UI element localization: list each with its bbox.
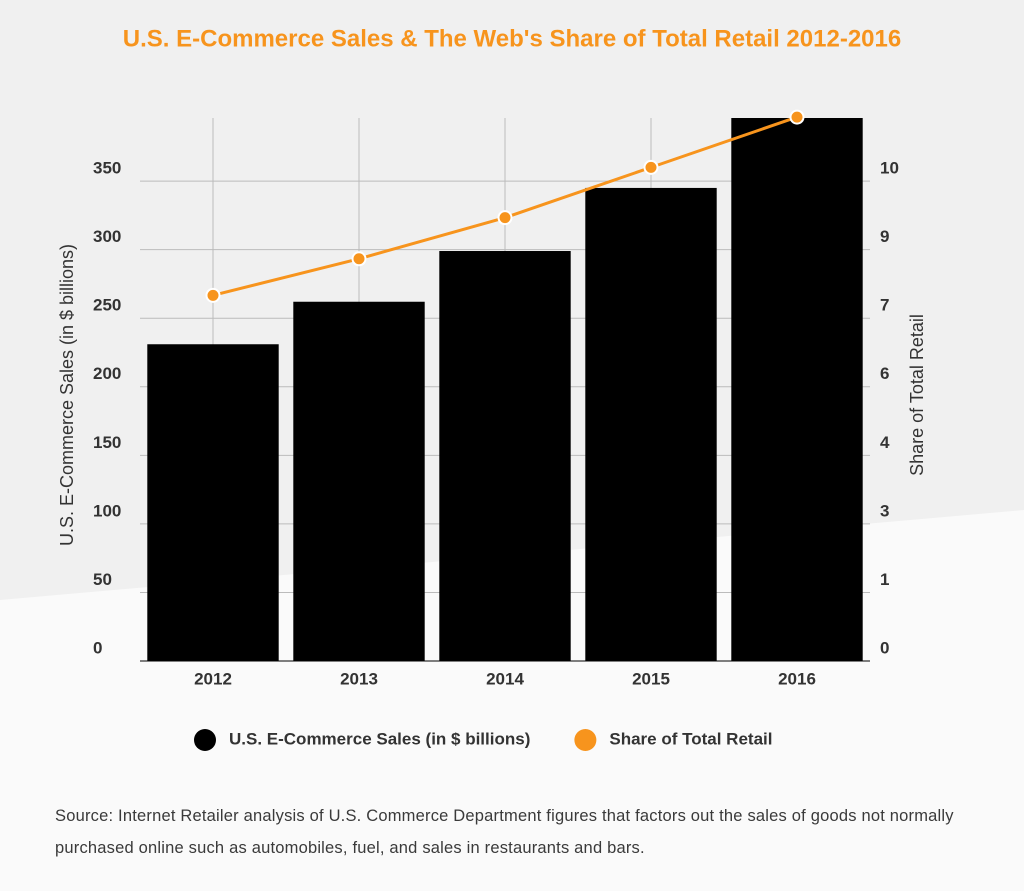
chart-title: U.S. E-Commerce Sales & The Web's Share … (123, 25, 901, 52)
x-tick-label: 2015 (632, 669, 670, 688)
legend-label: U.S. E-Commerce Sales (in $ billions) (229, 729, 530, 748)
line-point (351, 251, 367, 267)
y2-tick-label: 6 (880, 364, 889, 383)
y-tick-label: 250 (93, 296, 121, 315)
legend-marker (574, 729, 597, 751)
y-axis-title: U.S. E-Commerce Sales (in $ billions) (57, 244, 77, 546)
line-point (497, 210, 513, 226)
bar (293, 301, 425, 661)
y-tick-label: 150 (93, 433, 121, 452)
y2-tick-label: 10 (880, 159, 899, 178)
line-point (643, 159, 659, 175)
y-tick-label: 350 (93, 159, 121, 178)
bar (585, 187, 717, 661)
x-tick-label: 2016 (778, 669, 816, 688)
y2-tick-label: 7 (880, 296, 889, 315)
x-tick-label: 2014 (486, 669, 524, 688)
y2-tick-label: 9 (880, 227, 889, 246)
y-tick-label: 100 (93, 501, 121, 520)
y2-tick-label: 3 (880, 501, 889, 520)
y2-tick-label: 4 (880, 433, 890, 452)
line-point (789, 109, 805, 125)
bar (731, 118, 863, 661)
y-tick-label: 200 (93, 364, 121, 383)
x-tick-label: 2012 (194, 669, 232, 688)
y2-axis-title: Share of Total Retail (907, 314, 927, 476)
line-point (205, 287, 221, 303)
legend-marker (194, 729, 216, 751)
y-tick-label: 0 (93, 638, 102, 657)
bar (439, 251, 571, 661)
x-tick-label: 2013 (340, 669, 378, 688)
y2-tick-label: 0 (880, 638, 889, 657)
bar (147, 344, 279, 661)
source-note: Source: Internet Retailer analysis of U.… (55, 807, 954, 857)
legend-label: Share of Total Retail (609, 729, 772, 748)
y2-tick-label: 1 (880, 570, 889, 589)
y-tick-label: 300 (93, 227, 121, 246)
y-tick-label: 50 (93, 570, 112, 589)
